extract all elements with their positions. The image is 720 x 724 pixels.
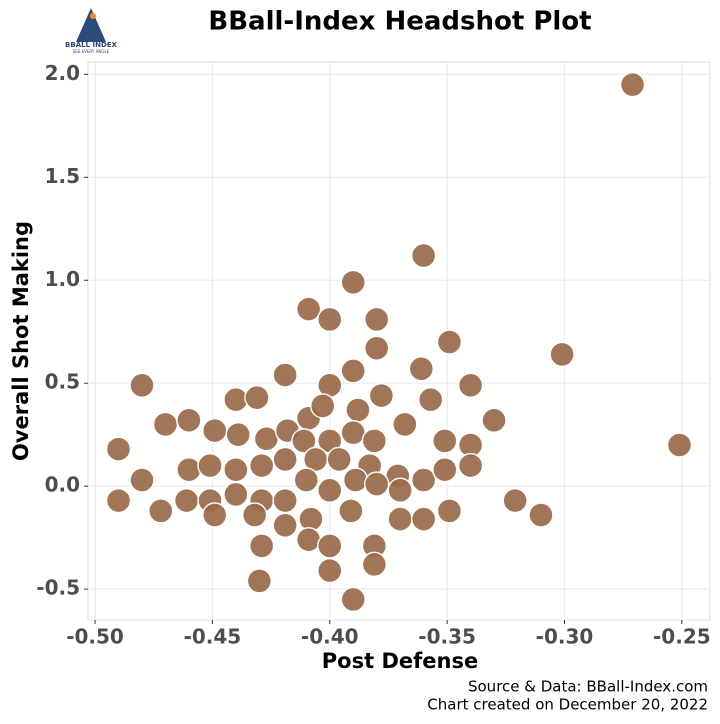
headshot-point [340,586,366,613]
headshot-point [317,306,343,333]
headshot-point [392,411,418,438]
headshot-point [129,372,155,399]
headshot-point [309,393,336,419]
source-note: Source & Data: BBall-Index.com [468,678,708,696]
headshot-point [129,467,155,493]
headshot-point [340,358,366,384]
headshot-point [666,432,693,458]
headshot-point [432,456,458,483]
headshot-point [295,296,322,322]
headshot-point [502,487,528,514]
logo-icon [76,8,106,42]
x-tick-label: -0.30 [536,625,594,649]
plot-panel [87,61,711,621]
headshot-point [248,533,275,559]
y-tick-label: 1.0 [45,267,80,291]
headshot-point [410,506,437,532]
headshot-point [201,417,228,444]
headshot-point [105,436,132,462]
x-axis-title: Post Defense [322,649,478,673]
y-axis-title: Overall Shot Making [9,221,33,461]
headshot-point [481,407,507,434]
y-tick-label: 2.0 [45,61,80,85]
x-tick-label: -0.40 [301,625,359,649]
headshot-point [173,487,200,514]
headshot-point [272,446,298,473]
headshot-point [272,487,298,514]
headshot-point [176,456,202,483]
headshot-point [457,372,484,399]
x-tick-label: -0.45 [184,625,242,649]
headshot-point [361,551,388,578]
logo-title: BBALL INDEX [65,41,118,49]
logo: BBALL INDEX SEE EVERY ANGLE [65,8,118,54]
headshot-point [363,335,390,361]
headshot-point [436,498,463,524]
headshot-point [201,502,228,528]
headshot-point [248,452,275,479]
headshot-point [368,382,395,409]
headshot-point [340,269,366,296]
headshot-point [317,533,343,559]
headshot-point [408,356,435,382]
points [105,71,693,613]
headshot-point [436,329,463,355]
logo-tagline: SEE EVERY ANGLE [73,49,110,54]
y-tick-label: -0.5 [36,576,80,600]
headshot-point [317,477,343,504]
headshot-point [244,384,270,411]
headshot-point [345,397,371,423]
headshot-point [152,411,179,438]
headshot-point [272,512,298,539]
headshot-point [342,467,369,493]
tick-labels: -0.50 -0.45 -0.40 -0.35 -0.30 -0.25 -0.5 0.0 0.5… [36,61,710,649]
headshot-point [148,498,174,524]
x-tick-label: -0.35 [418,625,476,649]
headshot-point [272,362,298,388]
headshot-point [338,498,364,524]
headshot-point [432,428,458,454]
y-tick-label: 0.0 [45,473,80,497]
headshot-point [549,341,575,368]
headshot-point [105,487,132,514]
headshot-point [225,421,251,448]
headshot-point [291,428,317,454]
logo-ball [90,13,96,19]
x-tick-label: -0.25 [653,625,711,649]
headshot-point [223,386,249,413]
y-tick-label: 0.5 [45,370,80,394]
created-note: Chart created on December 20, 2022 [427,696,708,714]
headshot-point [363,306,390,333]
headshot-point [457,452,484,479]
headshot-point [410,242,437,269]
headshot-point [241,502,268,528]
headshot-point [387,506,413,532]
headshot-point [176,407,202,434]
headshot-point [387,477,413,504]
headshot-point [246,568,273,594]
headshot-point [223,456,249,483]
headshot-point [317,557,343,584]
headshot-point [619,71,646,98]
headshot-point [417,386,444,413]
headshot-point [326,446,352,473]
headshot-point [295,526,322,553]
chart-title: BBall-Index Headshot Plot [208,7,591,37]
y-tick-label: 1.5 [45,164,80,188]
headshot-point [528,502,554,528]
headshot-point [223,481,249,508]
headshot-point [363,471,390,497]
grid [88,62,710,620]
headshot-point [293,467,320,493]
headshot-point [410,467,437,493]
headshot-point [361,428,388,454]
headshot-point [197,452,223,479]
x-tick-label: -0.50 [66,625,124,649]
